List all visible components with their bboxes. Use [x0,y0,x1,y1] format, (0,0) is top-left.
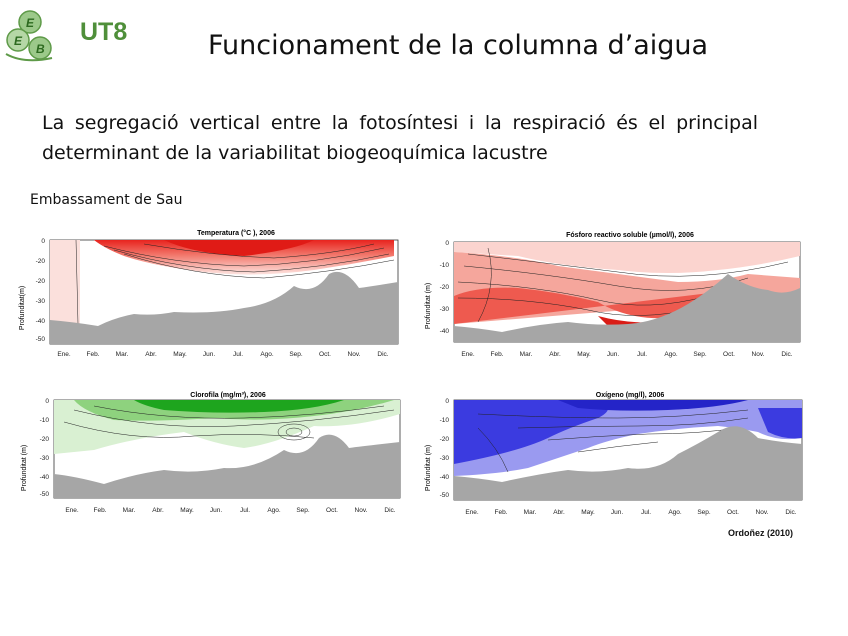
y-tick-label: 0 [45,398,49,405]
month-label: Feb. [490,351,503,358]
panel-temperature: Temperatura (°C ), 2006 Profunditat(m) 0… [19,229,399,358]
month-label: Ene. [465,509,479,516]
month-label: Oct. [727,509,739,516]
month-label: Dic. [785,509,796,516]
month-label: Ago. [668,509,682,516]
month-label: Abr. [145,351,157,358]
month-label: Sep. [697,509,711,516]
y-tick-label: -20 [440,284,450,291]
page-title: Funcionament de la columna d’aigua [208,30,709,61]
month-label: May. [180,507,194,514]
month-label: Ago. [260,351,274,358]
panel-title: Fósforo reactivo soluble (µmol/l), 2006 [566,232,694,239]
month-label: May. [577,351,591,358]
y-tick-label: -10 [440,262,450,269]
brand-label: UT8 [80,18,128,46]
y-tick-label: -30 [440,455,450,462]
y-tick-label: -30 [40,455,50,462]
y-tick-label: -30 [36,298,46,305]
month-label: May. [581,509,595,516]
month-label: Ene. [65,507,79,514]
month-label: Nov. [756,509,769,516]
month-label: Jul. [240,507,250,514]
month-label: Oct. [326,507,338,514]
month-label: Oct. [723,351,735,358]
month-label: Ago. [267,507,281,514]
logo-letter: E [26,16,35,30]
panel-phosphorus: Fósforo reactivo soluble (µmol/l), 2006 … [425,232,801,358]
month-label: Dic. [384,507,395,514]
month-label: Feb. [494,509,507,516]
y-tick-label: -40 [440,474,450,481]
month-label: Jun. [203,351,215,358]
y-tick-label: -20 [40,436,50,443]
y-tick-label: -40 [40,474,50,481]
month-label: Mar. [524,509,537,516]
y-axis-label: Profunditat(m) [19,286,26,330]
month-label: Jul. [637,351,647,358]
y-axis-label: Profunditat (m) [21,445,28,491]
site-label: Embassament de Sau [30,192,183,208]
panel-chlorophyll: Clorofila (mg/m³), 2006 Profunditat (m) … [21,392,401,514]
panel-title: Oxígeno (mg/l), 2006 [596,392,665,399]
month-label: Jul. [233,351,243,358]
month-label: Sep. [693,351,707,358]
y-tick-label: -20 [440,436,450,443]
month-label: Jun. [607,351,619,358]
y-tick-label: 0 [445,398,449,405]
y-tick-label: -10 [440,417,450,424]
source-credit: Ordoñez (2010) [728,528,794,538]
month-label: Dic. [377,351,388,358]
month-label: Feb. [93,507,106,514]
month-label: Nov. [752,351,765,358]
panel-title: Temperatura (°C ), 2006 [197,229,275,237]
month-label: Sep. [289,351,303,358]
y-tick-label: -20 [36,278,46,285]
month-label: Jun. [210,507,222,514]
month-label: Sep. [296,507,310,514]
y-tick-label: -50 [440,492,450,499]
month-label: Oct. [319,351,331,358]
y-tick-label: 0 [445,240,449,247]
y-tick-label: -40 [36,318,46,325]
month-label: Ago. [664,351,678,358]
y-tick-label: -40 [440,328,450,335]
y-tick-label: -50 [36,336,46,343]
gear-icon [6,10,52,60]
panel-title: Clorofila (mg/m³), 2006 [190,392,266,399]
logo-letter: E [14,34,23,48]
month-label: Abr. [553,509,565,516]
month-label: Abr. [549,351,561,358]
month-label: Feb. [86,351,99,358]
month-label: Ene. [57,351,71,358]
month-label: Ene. [461,351,475,358]
month-label: Jun. [611,509,623,516]
logo-letter: B [36,42,45,56]
month-label: Abr. [152,507,164,514]
month-label: Nov. [348,351,361,358]
month-label: Jul. [641,509,651,516]
ecology-logo: E E B [5,10,53,62]
y-axis-label: Profunditat (m) [425,445,432,491]
month-label: Mar. [520,351,533,358]
month-label: Dic. [781,351,792,358]
y-tick-label: -50 [40,491,50,498]
y-tick-label: -10 [40,417,50,424]
month-label: Nov. [355,507,368,514]
y-tick-label: -30 [440,306,450,313]
month-label: Mar. [116,351,129,358]
y-tick-label: 0 [41,238,45,245]
intro-paragraph: La segregació vertical entre la fotosínt… [42,112,758,164]
y-tick-label: -20 [36,258,46,265]
month-label: Mar. [123,507,136,514]
y-axis-label: Profunditat (m) [425,283,432,329]
month-label: May. [173,351,187,358]
panel-oxygen: Oxígeno (mg/l), 2006 Profunditat (m) 0 -… [425,392,803,516]
